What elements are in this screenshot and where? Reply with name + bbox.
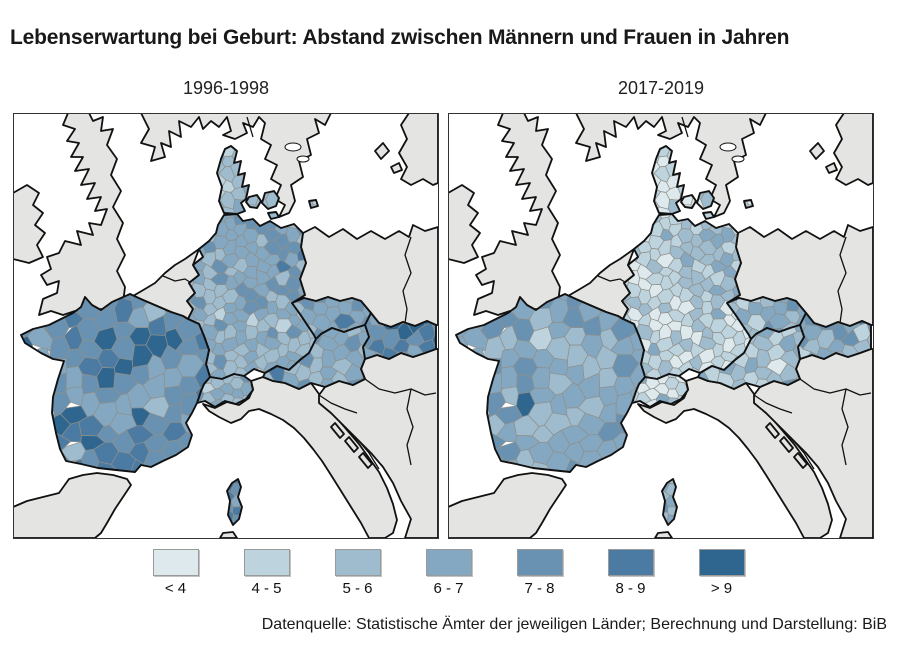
country-border-line [402,236,412,324]
land-dalmatian-island-2 [779,436,794,453]
land-great-britain [473,113,561,316]
land-dalmatian-island-1 [330,422,345,439]
land-baltic-corner [398,113,439,186]
country-outline-corsica [226,478,243,526]
legend-swatch [334,549,381,576]
land-oland [390,162,403,174]
country-border-line [330,412,380,470]
country-border-line [162,275,194,285]
land-italy [637,376,833,539]
country-outline-france [20,293,211,473]
panel-label-2017-2019: 2017-2019 [617,78,705,98]
country-border-line [246,116,254,138]
land-oland [825,162,838,174]
land-ireland [448,184,481,264]
legend-label: 4 - 5 [251,580,282,597]
country-border-line [799,378,872,396]
land-dalmatian-island-2 [344,436,359,453]
legend: < 4 4 - 5 5 - 6 6 - 7 7 - 8 8 - 9 > 9 [130,549,767,597]
lake [719,142,737,152]
legend-item: 4 - 5 [221,549,312,597]
legend-label: 5 - 6 [342,580,373,597]
source-note: Datenquelle: Statistische Ämter der jewe… [261,616,887,633]
legend-swatch [152,549,199,576]
map-canvas-2017-2019 [448,113,874,539]
land-great-britain [38,113,126,316]
land-sardinia [219,531,238,539]
country-outline-austria [262,324,370,390]
legend-item: > 9 [676,549,767,597]
country-border-line [765,412,815,470]
land-sardinia [654,531,673,539]
country-border-line [364,378,437,396]
country-outline-france [455,293,646,473]
legend-label: 6 - 7 [433,580,464,597]
country-outline-denmark [216,145,280,220]
map-1996-1998 [13,113,439,539]
panel-frame [448,113,874,539]
land-dalmatian-island-3 [358,452,373,469]
country-border-line [318,394,358,414]
land-spain [448,472,567,539]
legend-swatch [607,549,654,576]
country-border-line [841,388,849,466]
lake [296,155,310,163]
land-spain [13,472,132,539]
land-ireland [13,184,46,264]
panel-frame [13,113,439,539]
country-border-line [753,394,793,414]
legend-swatch [698,549,745,576]
country-border-line [837,236,847,324]
legend-item: 8 - 9 [585,549,676,597]
legend-item: < 4 [130,549,221,597]
lake [731,155,745,163]
country-outline-corsica [661,478,678,526]
lake [284,142,302,152]
country-border-line [406,388,414,466]
land-scandinavia [575,113,767,218]
legend-item: 6 - 7 [403,549,494,597]
map-canvas-1996-1998 [13,113,439,539]
legend-swatch [425,549,472,576]
legend-label: < 4 [164,580,187,597]
land-gotland [374,142,390,160]
country-outline-austria [697,324,805,390]
figure-title: Lebenserwartung bei Geburt: Abstand zwis… [10,26,790,49]
country-outline-bornholm [743,199,754,209]
country-outline-bornholm [308,199,319,209]
panel-label-1996-1998: 1996-1998 [182,78,270,98]
legend-label: 7 - 8 [524,580,555,597]
country-outline-denmark [651,145,715,220]
legend-swatch [243,549,290,576]
land-dalmatian-island-1 [765,422,780,439]
legend-label: > 9 [710,580,733,597]
legend-swatch [516,549,563,576]
land-scandinavia [140,113,332,218]
legend-item: 5 - 6 [312,549,403,597]
country-border-line [597,275,629,285]
land-dalmatian-island-3 [793,452,808,469]
land-baltic-corner [833,113,874,186]
map-2017-2019 [448,113,874,539]
land-gotland [809,142,825,160]
legend-label: 8 - 9 [615,580,646,597]
legend-item: 7 - 8 [494,549,585,597]
country-border-line [681,116,689,138]
land-italy [202,376,398,539]
